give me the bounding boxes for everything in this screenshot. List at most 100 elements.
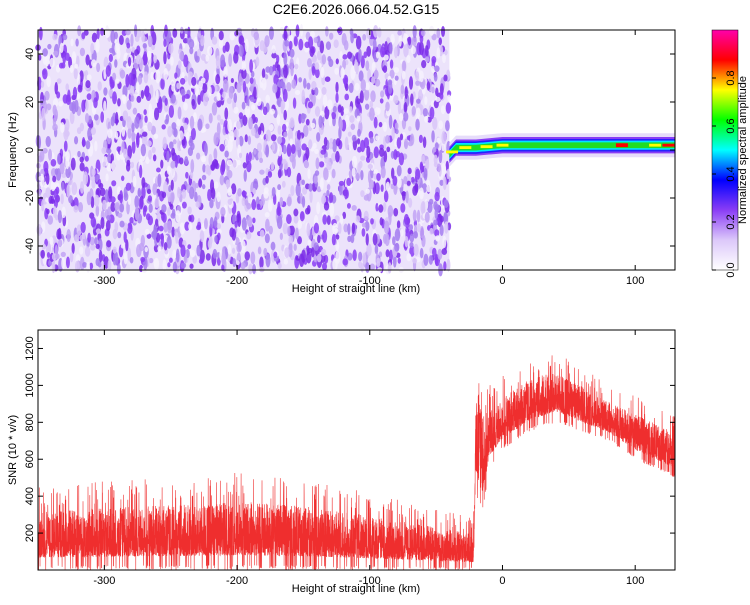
noise-blob xyxy=(347,252,353,261)
noise-blob xyxy=(234,30,239,37)
noise-blob xyxy=(315,157,320,170)
spectrogram-y-ticks: -40 -20 0 20 40 xyxy=(24,48,675,254)
noise-blob xyxy=(306,82,311,90)
noise-blob xyxy=(429,25,435,36)
noise-blob xyxy=(417,223,421,233)
noise-blob xyxy=(235,260,240,266)
noise-blob xyxy=(84,246,91,257)
noise-blob xyxy=(136,95,142,103)
noise-blob xyxy=(85,140,91,150)
noise-blob xyxy=(352,249,357,262)
noise-blob xyxy=(87,232,91,243)
noise-blob xyxy=(249,59,254,73)
noise-blob xyxy=(385,134,391,144)
noise-blob xyxy=(170,160,176,169)
noise-blob xyxy=(279,232,283,241)
noise-blob xyxy=(46,103,52,111)
noise-blob xyxy=(313,242,319,251)
noise-blob xyxy=(436,47,441,59)
noise-blob xyxy=(297,236,302,245)
noise-blob xyxy=(165,114,170,124)
noise-blob xyxy=(419,247,424,259)
noise-blob xyxy=(71,51,77,64)
noise-blob xyxy=(249,77,254,84)
noise-blob xyxy=(354,59,358,73)
noise-blob xyxy=(242,162,247,169)
noise-blob xyxy=(326,215,331,226)
noise-blob xyxy=(117,231,122,239)
noise-blob xyxy=(71,243,75,254)
noise-blob xyxy=(102,199,107,211)
noise-blob xyxy=(276,215,283,230)
noise-blob xyxy=(341,33,347,46)
noise-blob xyxy=(79,234,84,241)
colorbar-ticks: 0.0 0.2 0.4 0.6 0.8 xyxy=(712,70,737,278)
noise-blob xyxy=(413,231,419,239)
noise-blob xyxy=(248,151,252,162)
noise-blob xyxy=(144,115,148,123)
noise-blob xyxy=(198,178,203,188)
noise-blob xyxy=(240,239,246,253)
noise-blob xyxy=(226,97,232,105)
noise-blob xyxy=(233,128,239,138)
noise-blob xyxy=(181,188,187,199)
noise-blob xyxy=(376,172,381,182)
noise-blob xyxy=(154,197,160,209)
noise-blob xyxy=(166,220,173,234)
noise-blob xyxy=(355,215,361,223)
noise-blob xyxy=(392,236,396,246)
noise-blob xyxy=(171,208,176,217)
noise-blob xyxy=(244,199,249,206)
noise-blob xyxy=(426,185,432,193)
noise-blob xyxy=(107,259,112,272)
noise-blob xyxy=(180,262,187,269)
noise-blob xyxy=(41,199,45,212)
noise-blob xyxy=(251,199,257,211)
y-tick-label: -40 xyxy=(24,238,36,254)
noise-blob xyxy=(332,138,337,153)
noise-blob xyxy=(426,81,431,91)
noise-blob xyxy=(183,122,188,131)
noise-blob xyxy=(66,228,71,243)
noise-blob xyxy=(291,79,297,89)
signal-hotspot xyxy=(480,145,493,149)
noise-blob xyxy=(85,99,89,111)
noise-blob xyxy=(89,236,95,246)
noise-blob xyxy=(301,179,305,186)
noise-blob xyxy=(283,258,289,265)
noise-blob xyxy=(313,175,318,184)
noise-blob xyxy=(294,63,299,70)
noise-blob xyxy=(326,183,331,191)
noise-blob xyxy=(411,36,417,46)
noise-blob xyxy=(187,71,193,78)
noise-blob xyxy=(271,143,276,152)
noise-blob xyxy=(333,39,339,49)
noise-blob xyxy=(226,159,233,167)
noise-blob xyxy=(380,166,386,179)
colorbar-label: Normalized spectral amplitude xyxy=(737,76,749,224)
noise-blob xyxy=(136,28,142,38)
noise-blob xyxy=(71,182,78,196)
noise-blob xyxy=(166,235,172,249)
noise-blob xyxy=(307,239,312,246)
noise-blob xyxy=(114,59,118,68)
noise-blob xyxy=(313,222,320,234)
noise-blob xyxy=(415,80,421,86)
noise-blob xyxy=(54,109,59,121)
noise-blob xyxy=(438,37,442,46)
noise-blob xyxy=(157,173,162,188)
noise-blob xyxy=(187,244,192,250)
noise-blob xyxy=(378,204,384,213)
noise-blob xyxy=(296,129,301,141)
noise-blob xyxy=(244,251,251,261)
noise-blob xyxy=(236,121,241,130)
noise-blob xyxy=(183,54,189,68)
noise-blob xyxy=(78,202,84,213)
noise-blob xyxy=(441,248,448,255)
noise-blob xyxy=(166,150,170,163)
noise-blob xyxy=(222,45,227,54)
noise-blob xyxy=(215,55,221,69)
noise-blob xyxy=(105,173,109,182)
noise-blob xyxy=(442,176,447,190)
noise-blob xyxy=(443,261,447,272)
